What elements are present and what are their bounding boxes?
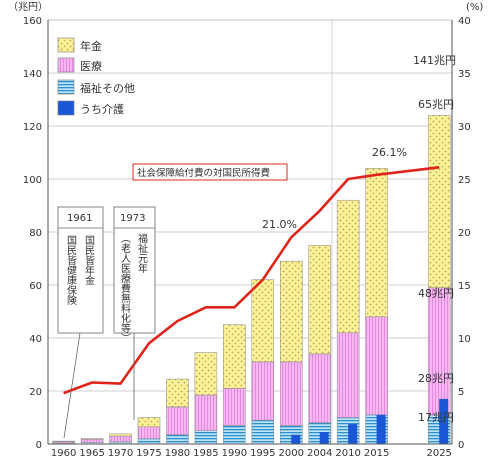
- bar-segment-うち介護: [291, 434, 301, 444]
- pct-2025-label: 26.1%: [372, 146, 407, 159]
- line-series: [63, 166, 440, 395]
- annotation-1961-year: 1961: [67, 213, 92, 224]
- bar-group: [52, 115, 451, 445]
- x-tick-label: 1985: [193, 448, 218, 459]
- x-tick-label: 2015: [364, 448, 389, 459]
- annotation-1973-line2: （老人医療費無料化等）: [119, 233, 131, 343]
- total-2025-label: 141兆円: [413, 54, 456, 67]
- y-tick-label: 40: [29, 334, 42, 345]
- bar-segment-医療: [80, 438, 104, 443]
- bar-segment-年金: [251, 279, 275, 363]
- legend-swatch-medical: [57, 57, 75, 73]
- bar-segment-うち介護: [348, 424, 358, 444]
- bar-segment-うち介護: [319, 432, 329, 444]
- bar-segment-年金: [52, 440, 75, 442]
- bar-segment-福祉その他: [223, 425, 246, 445]
- bar-segment-福祉その他: [166, 434, 189, 445]
- y-axis-unit-label: （兆円）: [8, 1, 48, 13]
- y-tick-label: 100: [23, 175, 42, 186]
- y-tick-label: 80: [29, 228, 42, 239]
- bar-segment-医療: [365, 316, 388, 416]
- annotation-1973: 1973 福祉元年 （老人医療費無料化等）: [113, 206, 156, 420]
- y2-tick-label: 15: [458, 281, 471, 292]
- bar-segment-医療: [308, 353, 331, 424]
- legend-swatch-care: [57, 100, 75, 116]
- bar-segment-福祉その他: [251, 419, 275, 445]
- y-tick-label: 0: [36, 440, 42, 451]
- x-tick-label: 2004: [307, 448, 332, 459]
- y2-tick-label: 30: [458, 122, 471, 133]
- y2-tick-label: 40: [458, 16, 471, 27]
- annotation-1961: 1961 国民皆年金 国民皆健康保険: [57, 206, 104, 439]
- bar-segment-福祉その他: [194, 430, 218, 445]
- bar-segment-年金: [194, 352, 218, 396]
- bar-segment-年金: [365, 168, 388, 318]
- medical-2025-label: 48兆円: [418, 287, 454, 300]
- care-2025-label: 17兆円: [418, 411, 454, 424]
- welfare-2025-label: 28兆円: [418, 372, 454, 385]
- bar-segment-医療: [166, 406, 189, 435]
- y2-tick-label: 35: [458, 69, 471, 80]
- legend-label-welfare: 福祉その他: [80, 81, 135, 95]
- bar-segment-福祉その他: [137, 438, 161, 445]
- x-tick-label: 1975: [136, 448, 161, 459]
- bar-segment-年金: [223, 324, 246, 389]
- legend-swatch-welfare: [57, 79, 75, 95]
- bar-segment-医療: [336, 332, 360, 418]
- bar-segment-年金: [427, 115, 451, 288]
- y-tick-label: 160: [23, 16, 42, 27]
- legend-label-pension: 年金: [80, 39, 102, 53]
- pct-2000-label: 21.0%: [262, 218, 297, 231]
- y2-tick-label: 25: [458, 175, 471, 186]
- pension-2025-label: 65兆円: [418, 98, 454, 111]
- x-tick-label: 2000: [279, 448, 304, 459]
- y-tick-label: 120: [23, 122, 42, 133]
- line-label-text: 社会保障給付費の対国民所得費: [137, 167, 270, 179]
- bar-segment-医療: [194, 394, 218, 432]
- y2-tick-label: 0: [458, 440, 464, 451]
- legend: 年金 医療 福祉その他 うち介護: [57, 37, 135, 116]
- x-tick-label: 1980: [165, 448, 190, 459]
- bar-segment-年金: [336, 199, 360, 333]
- x-tick-label: 1965: [79, 448, 104, 459]
- annotation-1973-year: 1973: [120, 213, 145, 224]
- annotation-1961-line1: 国民皆年金: [83, 235, 95, 285]
- bar-segment-年金: [109, 433, 132, 437]
- bar-segment-年金: [166, 378, 189, 408]
- y-tick-label: 140: [23, 69, 42, 80]
- bar-segment-医療: [251, 361, 275, 421]
- bar-segment-うち介護: [376, 414, 386, 444]
- y2-tick-label: 10: [458, 334, 471, 345]
- x-tick-label: 2025: [426, 448, 451, 459]
- annotation-1973-line1: 福祉元年: [136, 232, 148, 274]
- bar-segment-医療: [109, 435, 132, 443]
- line-label-box: 社会保障給付費の対国民所得費: [132, 163, 288, 181]
- bar-segment-医療: [223, 388, 246, 426]
- bar-segment-年金: [137, 417, 161, 428]
- bar-segment-年金: [308, 245, 331, 355]
- bar-segment-うち介護: [439, 398, 449, 444]
- bar-segment-医療: [280, 361, 303, 426]
- y-tick-label: 60: [29, 281, 42, 292]
- legend-label-medical: 医療: [80, 59, 102, 73]
- x-tick-label: 2010: [335, 448, 360, 459]
- axes: 0204060801001201401600510152025303540196…: [23, 16, 471, 459]
- legend-swatch-pension: [57, 37, 75, 53]
- x-tick-label: 1990: [222, 448, 247, 459]
- x-tick-label: 1995: [250, 448, 275, 459]
- bar-segment-医療: [137, 426, 161, 439]
- legend-label-care: うち介護: [80, 102, 124, 116]
- bar-segment-年金: [80, 438, 104, 440]
- annotation-1961-line2: 国民皆健康保険: [65, 235, 77, 306]
- x-tick-label: 1970: [108, 448, 133, 459]
- y2-tick-label: 5: [458, 387, 464, 398]
- bar-segment-年金: [280, 260, 303, 363]
- y2-axis-unit-label: (%): [466, 2, 483, 13]
- y2-tick-label: 20: [458, 228, 471, 239]
- y-tick-label: 20: [29, 387, 42, 398]
- x-tick-label: 1960: [51, 448, 76, 459]
- bar-segment-医療: [427, 287, 451, 416]
